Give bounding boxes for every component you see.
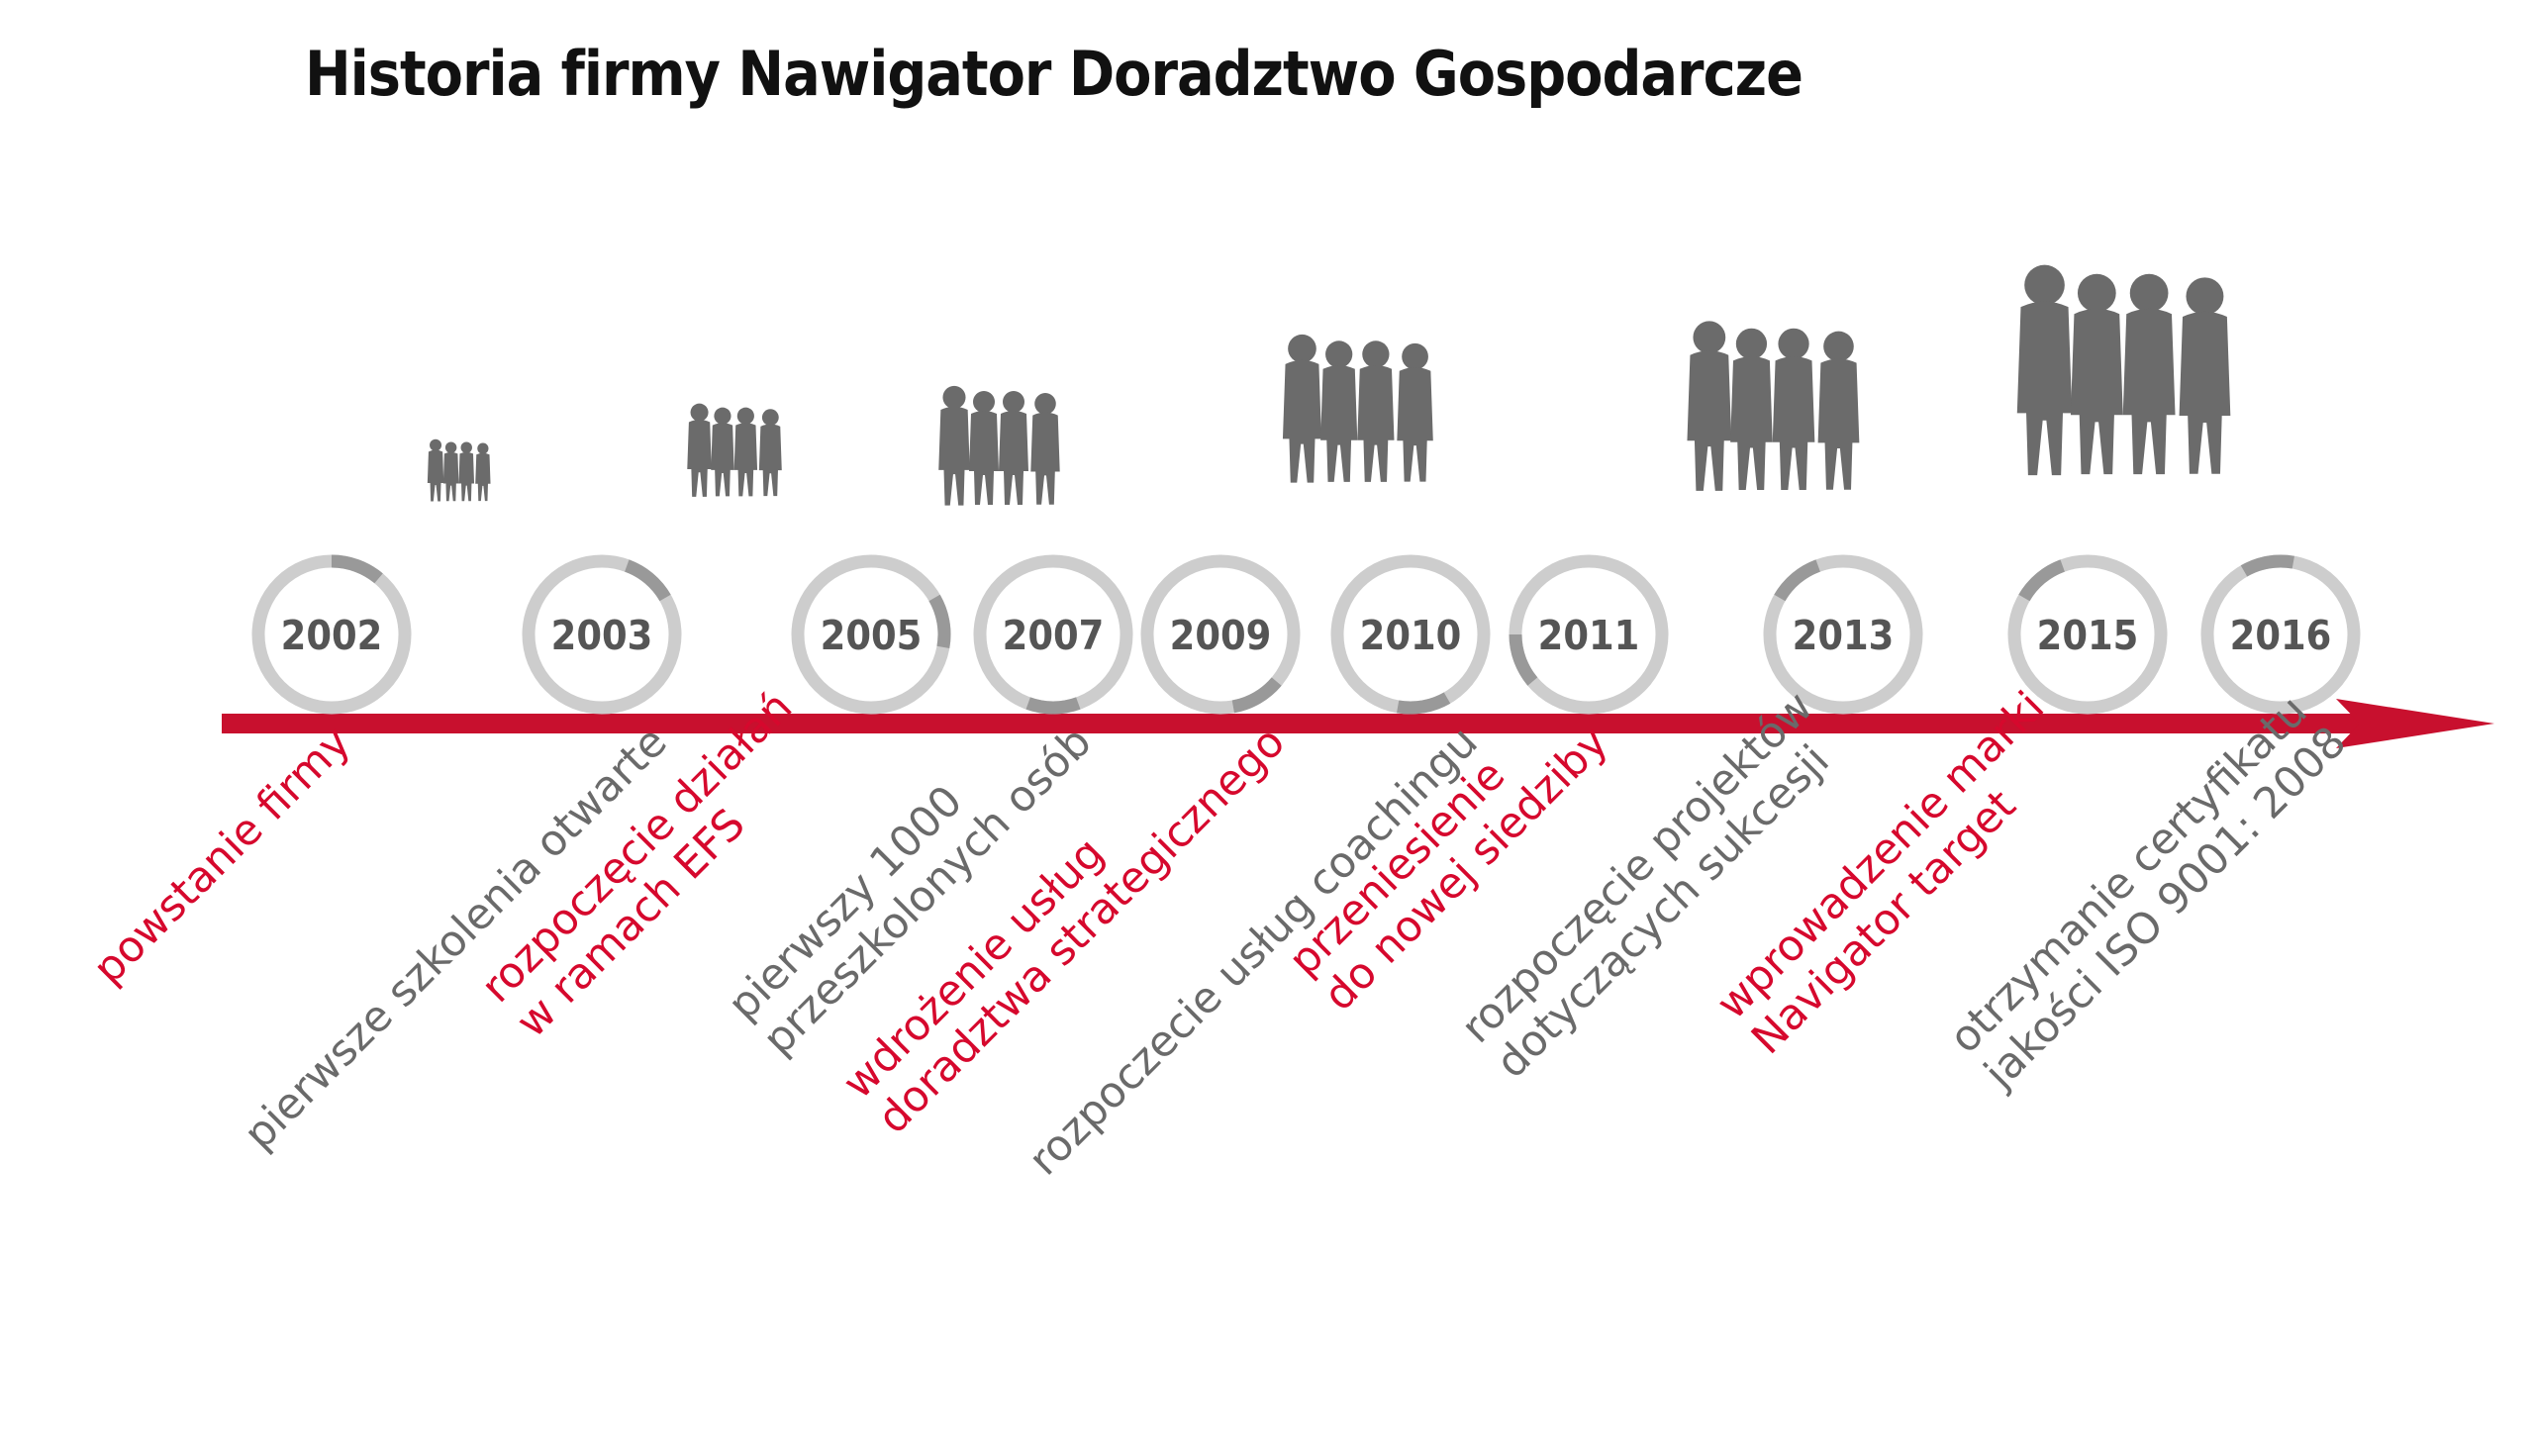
person-silhouette xyxy=(1030,393,1060,505)
year-label: 2015 xyxy=(2037,612,2139,659)
year-marker-2011: 2011 xyxy=(1509,554,1669,715)
year-ring-progress xyxy=(928,594,951,648)
timeline-arrowhead xyxy=(2336,699,2494,748)
year-marker-2015: 2015 xyxy=(2007,554,2168,715)
person-silhouette xyxy=(938,385,970,506)
year-marker-2002: 2002 xyxy=(251,554,412,715)
year-label: 2010 xyxy=(1360,612,1462,659)
person-silhouette xyxy=(1282,334,1322,483)
year-ring xyxy=(1140,554,1301,715)
person-silhouette xyxy=(427,438,444,502)
person-silhouette xyxy=(758,409,782,497)
person-silhouette xyxy=(687,403,712,497)
person-silhouette xyxy=(442,441,459,502)
people-group-icon xyxy=(1282,334,1433,483)
year-label: 2013 xyxy=(1793,612,1895,659)
page-title: Historia firmy Nawigator Doradztwo Gospo… xyxy=(305,38,1803,110)
year-label: 2003 xyxy=(551,612,653,659)
year-marker-2013: 2013 xyxy=(1763,554,1923,715)
year-label: 2016 xyxy=(2230,612,2332,659)
person-silhouette xyxy=(1357,340,1395,482)
person-silhouette xyxy=(2179,277,2231,474)
person-silhouette xyxy=(1397,342,1433,482)
year-ring-progress xyxy=(2240,554,2294,577)
person-silhouette xyxy=(969,391,999,505)
person-silhouette xyxy=(1320,340,1358,482)
person-silhouette xyxy=(1730,328,1773,491)
people-group-icon xyxy=(1687,321,1860,491)
year-ring-progress xyxy=(1397,692,1451,715)
year-marker-2003: 2003 xyxy=(522,554,682,715)
person-silhouette xyxy=(711,407,734,497)
year-ring-progress xyxy=(1774,559,1821,602)
person-silhouette xyxy=(1772,328,1815,491)
person-silhouette xyxy=(733,407,758,497)
person-silhouette xyxy=(1817,331,1860,490)
year-label: 2011 xyxy=(1538,612,1640,659)
year-marker-2010: 2010 xyxy=(1330,554,1491,715)
year-ring-progress xyxy=(331,554,383,584)
people-group-icon xyxy=(2016,264,2231,476)
year-ring-progress xyxy=(1509,633,1538,686)
timeline-bar xyxy=(222,714,2365,733)
year-ring-progress xyxy=(624,559,671,602)
year-ring-progress xyxy=(1231,677,1282,714)
year-ring xyxy=(2007,554,2168,715)
year-label: 2007 xyxy=(1003,612,1105,659)
person-silhouette xyxy=(1687,321,1732,491)
year-ring xyxy=(522,554,682,715)
year-ring-progress xyxy=(2018,559,2066,602)
people-group-icon xyxy=(687,403,782,497)
people-group-icon xyxy=(427,438,491,502)
year-marker-2007: 2007 xyxy=(973,554,1133,715)
person-silhouette xyxy=(2122,273,2176,475)
year-label: 2002 xyxy=(281,612,383,659)
year-label: 2005 xyxy=(821,612,923,659)
year-marker-2005: 2005 xyxy=(791,554,951,715)
person-silhouette xyxy=(475,442,491,502)
year-ring xyxy=(1763,554,1923,715)
year-marker-2016: 2016 xyxy=(2200,554,2361,715)
person-silhouette xyxy=(2016,264,2073,476)
year-marker-2009: 2009 xyxy=(1140,554,1301,715)
person-silhouette xyxy=(2070,273,2123,475)
year-ring-progress xyxy=(1025,697,1081,715)
people-group-icon xyxy=(938,385,1060,506)
person-silhouette xyxy=(999,391,1028,505)
person-silhouette xyxy=(458,441,475,502)
year-label: 2009 xyxy=(1170,612,1272,659)
